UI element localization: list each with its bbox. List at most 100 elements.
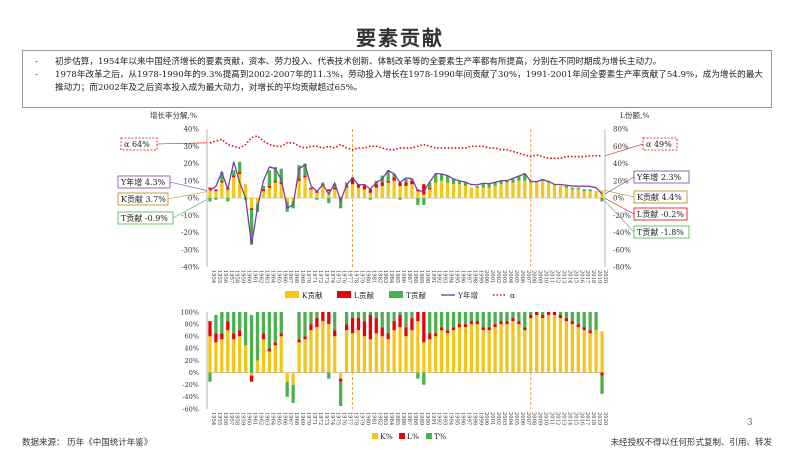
x-tick-label: 1980 [364,412,370,425]
k-contribution-bar [386,182,390,198]
t-share-bar [368,312,372,316]
x-tick-label: 2012 [555,270,561,283]
t-contribution-bar [273,166,277,181]
k-contribution-bar [243,184,248,198]
x-tick-label: 1972 [317,270,323,283]
y-tick-label: 0% [189,369,199,377]
k-share-bar [261,339,266,373]
l-share-bar [481,327,485,331]
t-contribution-bar [249,210,254,245]
x-tick-label: 1956 [222,270,228,283]
x-tick-label: 1963 [263,412,269,425]
x-tick-label: 1985 [394,270,400,283]
l-share-bar [499,321,503,325]
t-share-bar [475,312,479,322]
l-contribution-bar [261,189,266,192]
t-share-bar [451,312,456,328]
k-contribution-bar [451,184,456,198]
x-tick-label: 2003 [501,412,507,425]
k-contribution-bar [398,185,402,198]
t-contribution-bar [232,170,236,176]
k-contribution-bar [285,198,289,202]
t-share-bar [594,312,598,331]
k-share-bar [570,324,574,373]
k-contribution-bar [255,198,260,204]
k-share-bar [505,324,509,373]
t-share-bar [261,312,266,334]
t-contribution-bar [267,170,272,186]
l-share-bar [392,321,396,331]
k-share-bar [267,351,272,373]
k-share-bar [529,318,533,373]
x-tick-label: 1961 [252,270,258,283]
l-share-bar [416,312,420,322]
l-contribution-bar [214,189,218,192]
k-contribution-bar [238,173,242,198]
k-contribution-bar [434,182,438,198]
y2-tick-label: -80% [613,264,631,272]
x-tick-label: 1998 [471,412,477,425]
t-contribution-bar [576,187,580,190]
k-share-bar [493,327,497,373]
l-share-bar [493,324,497,328]
l-share-bar [356,318,361,331]
k-share-bar [356,330,361,373]
legend-swatch-l [399,433,405,439]
t-contribution-bar [327,198,331,204]
x-tick-label: 1988 [412,270,418,283]
x-tick-label: 1991 [430,270,436,283]
x-tick-label: 1973 [323,412,329,425]
t-share-bar [232,312,236,334]
x-tick-label: 2015 [572,412,578,425]
t-share-bar [540,312,545,316]
l-contribution-bar [386,180,390,183]
x-tick-label: 1959 [240,412,246,425]
t-contribution-bar [339,198,343,209]
t-share-bar [434,312,438,334]
x-tick-label: 1971 [311,412,317,425]
y-tick-label: 20% [183,160,199,168]
contribution-share-chart: 100%80%60%40%20%0%-20%-40%-60%1954 1955 19… [180,308,608,441]
y-tick-label: 60% [185,333,199,341]
k-contribution-bar [469,187,473,198]
k-share-bar [451,330,456,373]
t-share-bar [416,372,420,379]
x-tick-label: 2011 [549,412,555,425]
l-contribution-bar [238,172,242,174]
legend-label: L% [407,432,419,441]
l-share-bar [374,318,378,334]
t-contribution-bar [368,198,372,200]
k-share-bar [487,330,491,373]
x-tick-label: 1964 [269,412,275,426]
l-share-bar [321,312,325,322]
k-share-bar [291,372,295,385]
k-share-bar [214,342,218,373]
y-tick-label: -40% [182,393,199,401]
l-share-bar [422,312,426,343]
k-contribution-bar [588,191,592,198]
k-share-bar [333,336,337,373]
page-number: 3 [747,418,753,428]
x-tick-label: 1974 [329,412,335,426]
t-share-bar [243,312,248,346]
k-share-bar [398,327,402,373]
l-share-bar [588,330,592,334]
t-contribution-bar [404,179,408,183]
t-share-bar [445,312,450,331]
k-share-bar [469,324,473,373]
k-contribution-bar [511,182,515,198]
y-tick-label: -30% [181,246,199,254]
l-contribution-bar [273,180,277,183]
l-share-bar [309,324,313,331]
x-tick-label: 1983 [382,270,388,283]
x-tick-label: 1970 [305,270,311,283]
t-contribution-bar [440,173,444,181]
k-share-bar [279,336,283,373]
k-share-bar [499,324,503,373]
alpha-right-label: α 49% [646,140,672,149]
l-contribution-bar [380,182,384,186]
k-share-bar [428,339,432,373]
t-contribution-bar [564,185,569,188]
t-contribution-bar [303,163,307,176]
k-share-bar [404,336,408,373]
